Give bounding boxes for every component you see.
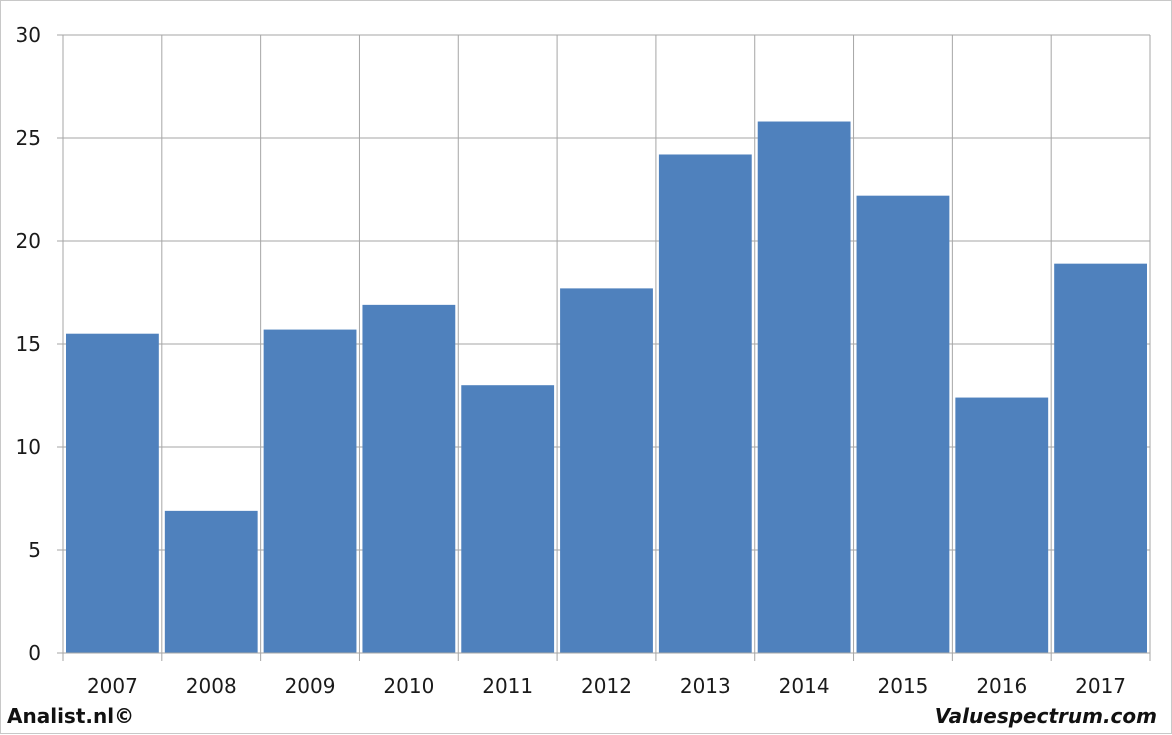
x-tick-label-2016: 2016 <box>976 674 1027 698</box>
bar-2008 <box>164 510 258 653</box>
bar-2014 <box>757 121 851 653</box>
grid-lines <box>62 34 1151 661</box>
x-tick-label-2009: 2009 <box>285 674 336 698</box>
x-tick-label-2010: 2010 <box>383 674 434 698</box>
axes-group <box>57 34 1150 654</box>
x-tick-label-2011: 2011 <box>482 674 533 698</box>
y-tick-label-15: 15 <box>16 332 41 356</box>
bar-2016 <box>955 397 1049 653</box>
y-tick-label-30: 30 <box>16 23 41 47</box>
x-tick-label-2013: 2013 <box>680 674 731 698</box>
x-tick-label-2007: 2007 <box>87 674 138 698</box>
x-tick-label-2015: 2015 <box>878 674 929 698</box>
bar-2011 <box>461 385 555 653</box>
y-tick-labels: 0 5 10 15 20 25 30 <box>16 23 41 665</box>
bar-2010 <box>362 304 456 653</box>
y-tick-label-0: 0 <box>28 641 41 665</box>
x-tick-label-2012: 2012 <box>581 674 632 698</box>
source-credit-left: Analist.nl© <box>7 704 135 728</box>
bar-2013 <box>658 154 752 654</box>
bar-2009 <box>263 329 357 653</box>
source-credit-right: Valuespectrum.com <box>934 704 1157 728</box>
y-tick-label-20: 20 <box>16 229 41 253</box>
bar-2007 <box>66 333 159 653</box>
bars-group <box>66 121 1147 654</box>
x-tick-label-2008: 2008 <box>186 674 237 698</box>
y-tick-label-25: 25 <box>16 126 41 150</box>
x-tick-label-2017: 2017 <box>1075 674 1126 698</box>
x-tick-label-2014: 2014 <box>779 674 830 698</box>
bar-2017 <box>1054 263 1147 653</box>
bar-2012 <box>560 288 653 653</box>
bar-2015 <box>856 195 950 653</box>
x-tick-labels: 2007 2008 2009 2010 2011 2012 2013 2014 2015 2016… <box>87 674 1126 698</box>
y-tick-label-10: 10 <box>16 435 41 459</box>
y-tick-label-5: 5 <box>28 538 41 562</box>
